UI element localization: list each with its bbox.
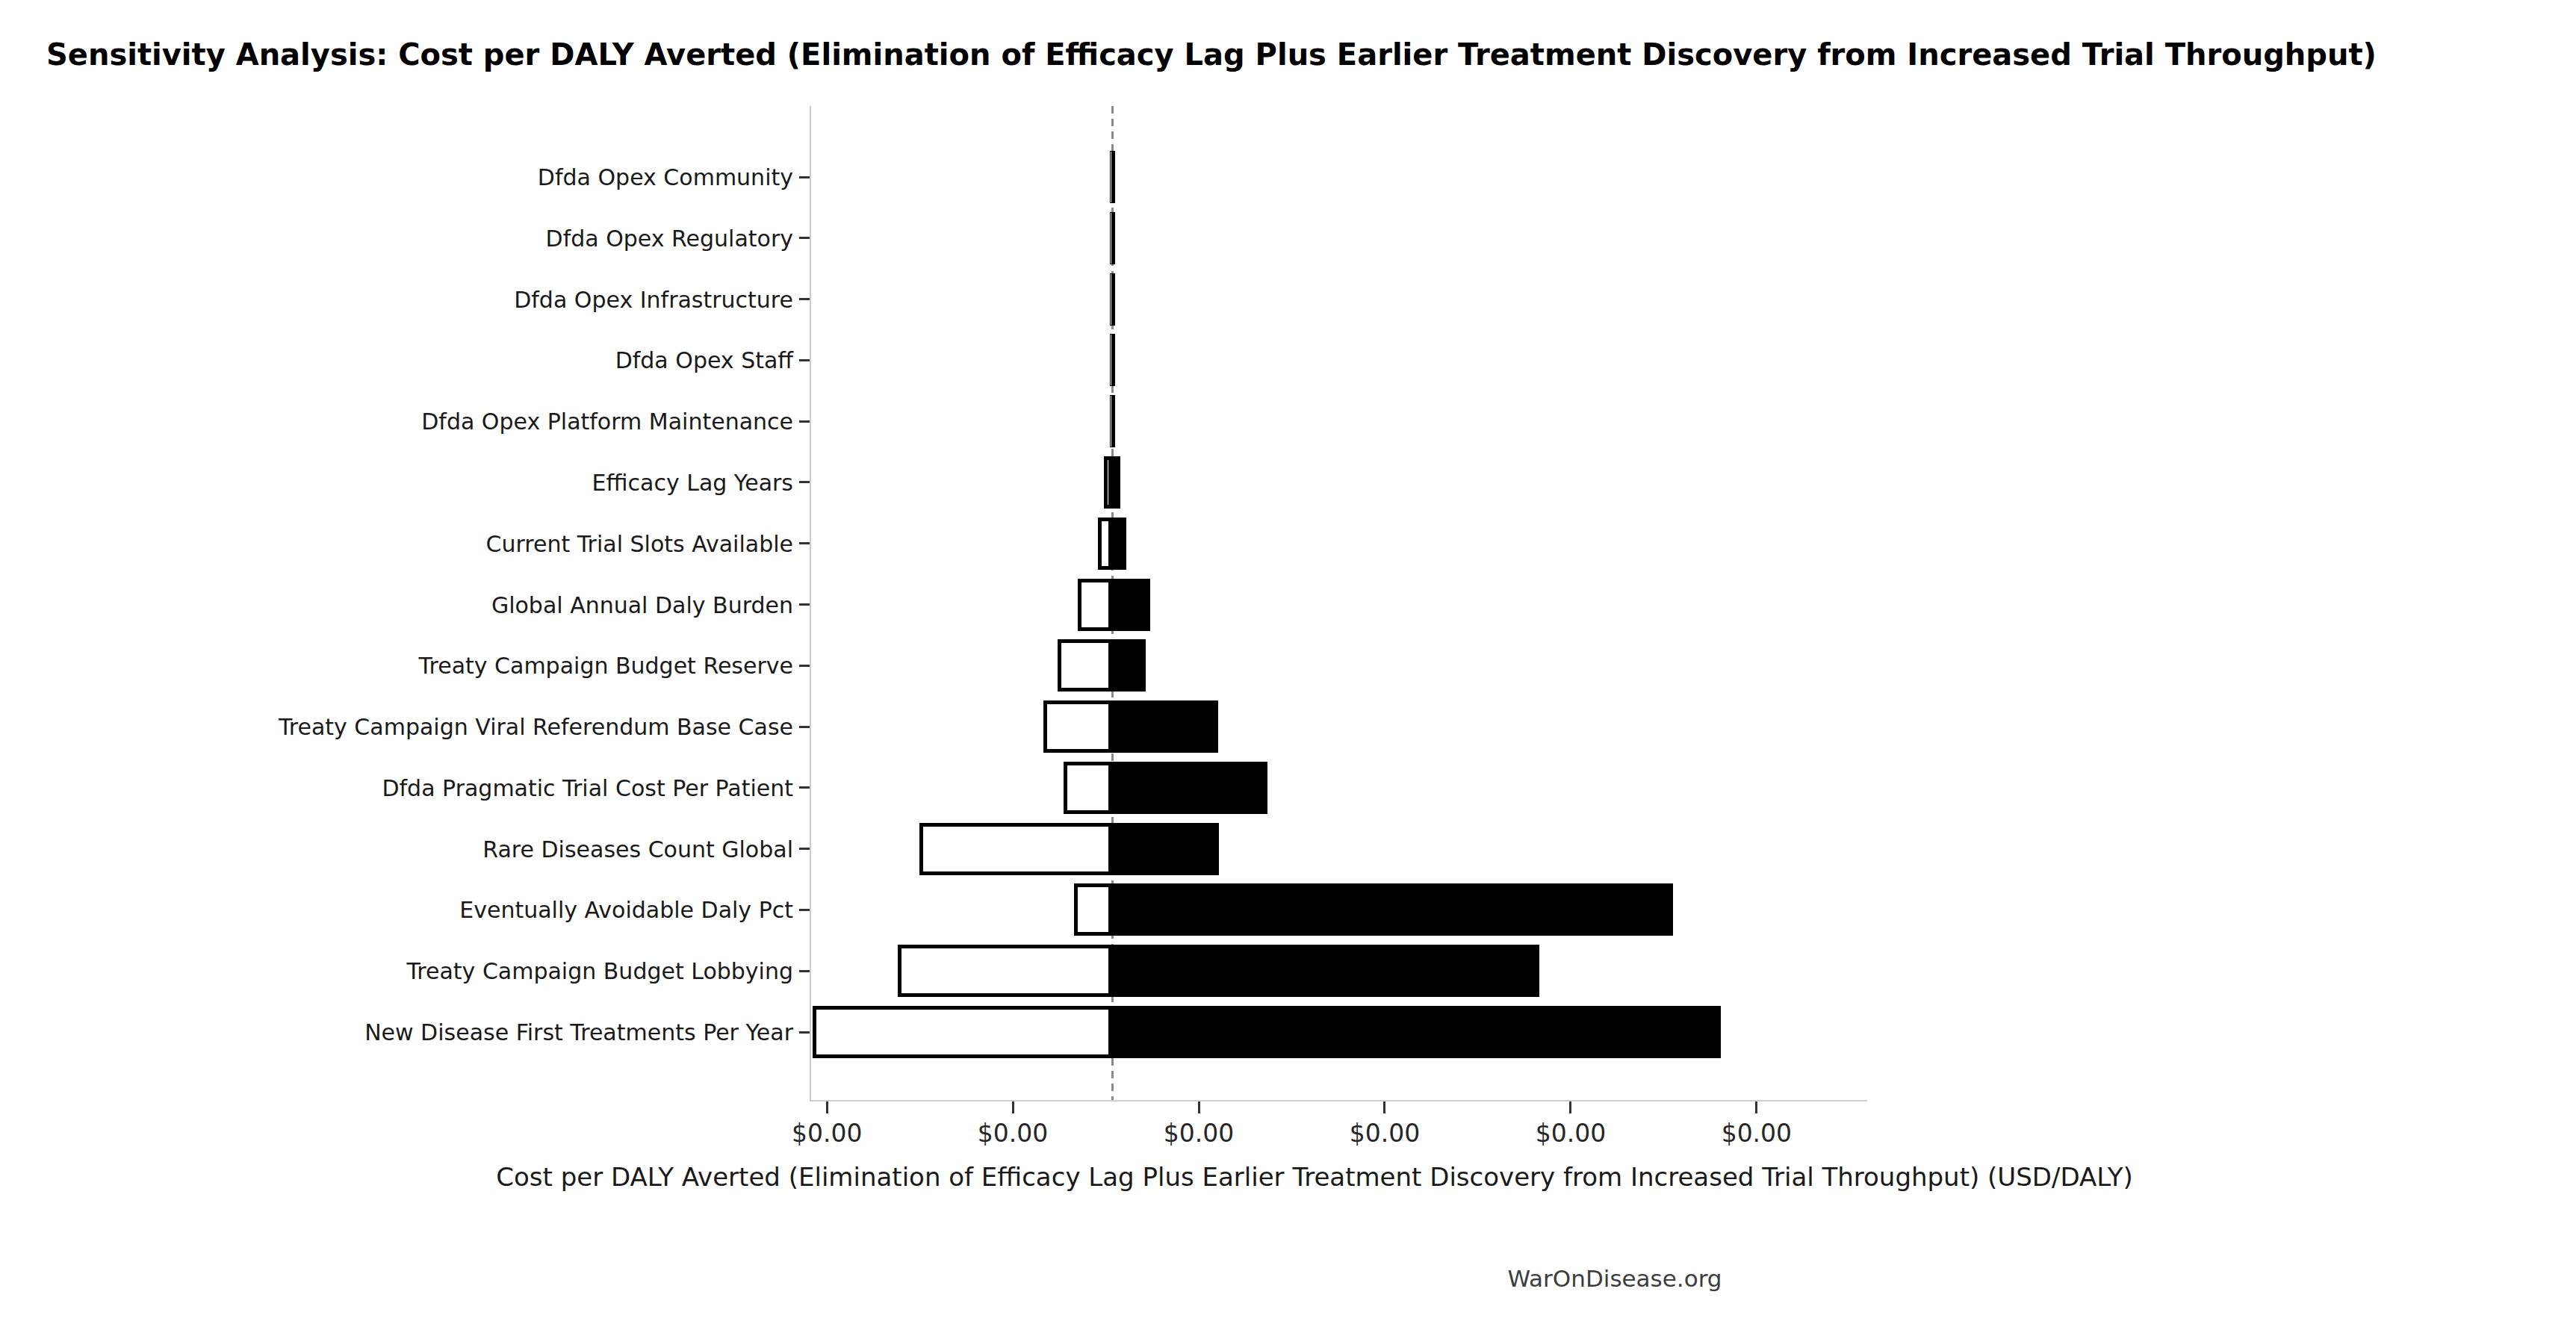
tornado-bar-low — [1104, 456, 1112, 509]
tornado-bar-low — [1074, 883, 1112, 936]
y-tick-mark — [799, 420, 810, 423]
tornado-bar-high — [1112, 823, 1219, 875]
tornado-bar-high — [1112, 639, 1146, 692]
watermark-text: WarOnDisease.org — [1507, 1265, 1722, 1292]
y-category-label: Dfda Opex Staff — [615, 347, 793, 373]
tornado-bar-low — [898, 945, 1112, 997]
y-category-label: Treaty Campaign Budget Lobbying — [406, 958, 793, 984]
x-tick-mark — [1012, 1101, 1014, 1113]
y-category-label: Dfda Pragmatic Trial Cost Per Patient — [382, 774, 793, 801]
y-tick-mark — [799, 298, 810, 300]
tornado-bar-high — [1112, 762, 1267, 814]
x-tick-mark — [1569, 1101, 1571, 1113]
y-tick-mark — [799, 1031, 810, 1034]
y-tick-mark — [799, 542, 810, 544]
y-category-label: Dfda Opex Infrastructure — [514, 286, 793, 312]
y-tick-mark — [799, 603, 810, 606]
y-tick-mark — [799, 909, 810, 911]
tornado-bar-high — [1112, 273, 1115, 326]
tornado-bar-high — [1112, 700, 1218, 753]
y-category-label: Rare Diseases Count Global — [482, 836, 793, 862]
y-category-label: Current Trial Slots Available — [485, 530, 793, 556]
tornado-bar-low — [1043, 700, 1112, 753]
x-tick-label: $0.00 — [978, 1119, 1048, 1148]
y-category-label: Efficacy Lag Years — [592, 469, 793, 495]
x-tick-label: $0.00 — [1536, 1119, 1606, 1148]
tornado-bar-low — [1064, 762, 1112, 814]
y-tick-mark — [799, 176, 810, 178]
tornado-bar-high — [1112, 1006, 1721, 1058]
y-tick-mark — [799, 359, 810, 361]
tornado-bar-low — [919, 823, 1112, 875]
tornado-bar-low — [1058, 639, 1112, 692]
y-tick-mark — [799, 786, 810, 789]
x-axis-spine — [810, 1100, 1867, 1101]
y-category-label: Eventually Avoidable Daly Pct — [459, 897, 793, 923]
y-category-label: Treaty Campaign Viral Referendum Base Ca… — [279, 714, 793, 740]
x-tick-mark — [1198, 1101, 1200, 1113]
tornado-bar-low — [813, 1006, 1112, 1058]
tornado-bar-high — [1112, 456, 1120, 509]
y-tick-mark — [799, 848, 810, 850]
tornado-bar-high — [1112, 334, 1115, 386]
plot-area: Dfda Opex Community Dfda Opex Regulatory D… — [0, 0, 2576, 1330]
tornado-bar-high — [1112, 883, 1673, 936]
y-tick-mark — [799, 726, 810, 728]
y-tick-mark — [799, 481, 810, 483]
y-category-label: Dfda Opex Regulatory — [546, 225, 793, 251]
y-category-label: Treaty Campaign Budget Reserve — [419, 653, 793, 679]
y-axis-spine — [810, 106, 811, 1101]
y-tick-mark — [799, 970, 810, 972]
y-category-label: Dfda Opex Platform Maintenance — [421, 408, 793, 435]
y-tick-mark — [799, 665, 810, 667]
tornado-bar-low — [1098, 518, 1112, 570]
tornado-bar-high — [1112, 579, 1150, 631]
tornado-bar-high — [1112, 945, 1539, 997]
tornado-bar-high — [1112, 151, 1115, 203]
y-tick-mark — [799, 237, 810, 239]
x-tick-mark — [826, 1101, 828, 1113]
x-tick-label: $0.00 — [1722, 1119, 1792, 1148]
tornado-bar-high — [1112, 395, 1115, 447]
x-axis-label: Cost per DALY Averted (Elimination of Ef… — [496, 1162, 2132, 1192]
y-category-label: Dfda Opex Community — [538, 164, 793, 190]
tornado-bar-low — [1078, 579, 1112, 631]
x-tick-mark — [1755, 1101, 1757, 1113]
x-tick-label: $0.00 — [792, 1119, 862, 1148]
x-tick-mark — [1383, 1101, 1385, 1113]
x-tick-label: $0.00 — [1164, 1119, 1234, 1148]
y-category-label: Global Annual Daly Burden — [491, 591, 793, 618]
tornado-bar-high — [1112, 212, 1115, 264]
tornado-bar-high — [1112, 518, 1126, 570]
y-category-label: New Disease First Treatments Per Year — [364, 1019, 793, 1045]
x-tick-label: $0.00 — [1350, 1119, 1420, 1148]
